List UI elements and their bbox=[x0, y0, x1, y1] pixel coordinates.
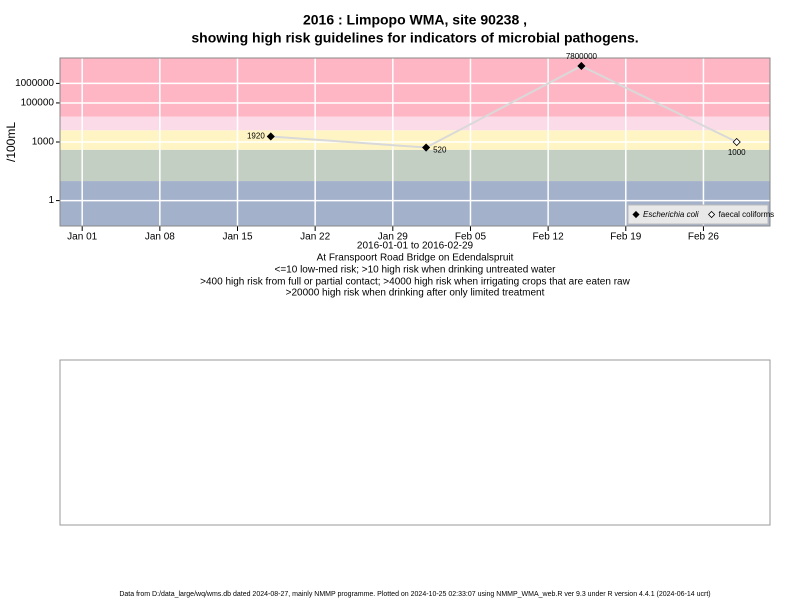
data-point bbox=[732, 137, 741, 147]
risk-band bbox=[60, 116, 770, 131]
x-tick-label: Jan 15 bbox=[222, 232, 252, 243]
x-tick-label: Jan 08 bbox=[145, 232, 175, 243]
annotation: >400 high risk from full or partial cont… bbox=[200, 277, 630, 288]
legend-marker bbox=[708, 210, 716, 219]
connector bbox=[580, 65, 738, 143]
x-axis-label: 2016-01-01 to 2016-02-29 bbox=[357, 241, 474, 252]
legend-marker bbox=[632, 210, 640, 219]
y-tick-label: 100000 bbox=[21, 98, 55, 109]
empty-panel bbox=[59, 359, 771, 526]
connector bbox=[425, 65, 582, 149]
x-tick-label: Jan 22 bbox=[300, 232, 330, 243]
legend-box bbox=[627, 204, 769, 225]
x-tick-label: Feb 26 bbox=[688, 232, 720, 243]
legend-label: Escherichia coli bbox=[643, 210, 699, 219]
connector bbox=[270, 135, 427, 149]
site-label: At Franspoort Road Bridge on Edendalspru… bbox=[317, 253, 514, 264]
data-label: 1000 bbox=[728, 148, 746, 157]
data-label: 7800000 bbox=[566, 52, 598, 61]
risk-band bbox=[60, 58, 770, 117]
annotation: <=10 low-med risk; >10 high risk when dr… bbox=[275, 265, 557, 276]
data-label: 520 bbox=[433, 146, 447, 155]
x-tick-label: Jan 01 bbox=[67, 232, 97, 243]
risk-band bbox=[60, 149, 770, 182]
footer: Data from D:/data_large/wq/wms.db dated … bbox=[119, 591, 710, 598]
plot-frame bbox=[59, 57, 771, 227]
x-tick-label: Feb 19 bbox=[610, 232, 642, 243]
y-tick-label: 1 bbox=[48, 195, 54, 206]
data-point bbox=[577, 61, 586, 71]
chart-subtitle: showing high risk guidelines for indicat… bbox=[191, 30, 638, 46]
x-tick-label: Jan 29 bbox=[378, 232, 408, 243]
y-axis-label: /100mL bbox=[4, 122, 18, 162]
y-tick-label: 1000 bbox=[32, 137, 55, 148]
data-point bbox=[422, 143, 431, 152]
chart-title: 2016 : Limpopo WMA, site 90238 , bbox=[303, 12, 527, 28]
x-tick-label: Feb 12 bbox=[533, 232, 565, 243]
x-tick-label: Feb 05 bbox=[455, 232, 487, 243]
legend-label: faecal coliforms bbox=[719, 210, 775, 219]
data-point bbox=[266, 132, 275, 141]
annotation: >20000 high risk when drinking after onl… bbox=[286, 288, 545, 299]
y-tick-label: 1000000 bbox=[15, 78, 54, 89]
data-label: 1920 bbox=[247, 132, 265, 141]
